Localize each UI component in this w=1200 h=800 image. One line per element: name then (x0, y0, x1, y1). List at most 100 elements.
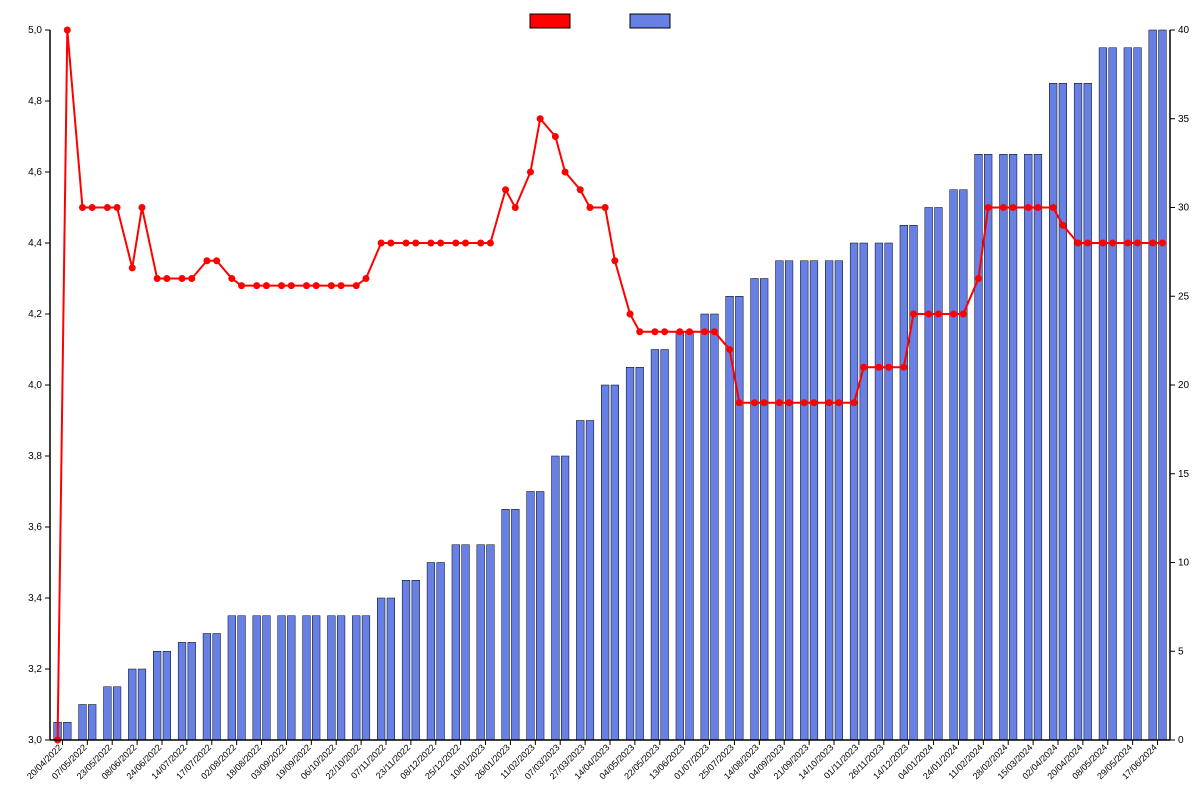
line-marker (701, 328, 708, 335)
bar (785, 261, 793, 740)
line-marker (651, 328, 658, 335)
bar (153, 651, 161, 740)
line-marker (452, 240, 459, 247)
bar (885, 243, 893, 740)
bar (1074, 83, 1082, 740)
bar (452, 545, 460, 740)
line-marker (537, 115, 544, 122)
bar (875, 243, 883, 740)
bar (576, 421, 584, 741)
line-marker (487, 240, 494, 247)
line-marker (188, 275, 195, 282)
bar (63, 722, 71, 740)
bar (1149, 30, 1157, 740)
y-left-tick-label: 4,2 (28, 309, 42, 320)
bar (850, 243, 858, 740)
y-left-tick-label: 3,0 (28, 735, 42, 746)
bar (437, 563, 445, 741)
bar (263, 616, 271, 740)
bar (735, 296, 743, 740)
bar (1159, 30, 1167, 740)
bar (860, 243, 868, 740)
bar (1124, 48, 1132, 740)
y-right-tick-label: 35 (1178, 114, 1190, 125)
bar (1034, 154, 1042, 740)
line-marker (900, 364, 907, 371)
bar (163, 651, 171, 740)
y-right-tick-label: 40 (1178, 25, 1190, 36)
line-marker (313, 282, 320, 289)
line-marker (362, 275, 369, 282)
line-marker (602, 204, 609, 211)
bar (776, 261, 784, 740)
line-marker (1134, 240, 1141, 247)
bar (910, 225, 918, 740)
line-marker (1000, 204, 1007, 211)
bar (1109, 48, 1117, 740)
line-marker (636, 328, 643, 335)
bar (79, 705, 87, 741)
bar (536, 492, 544, 741)
bar (462, 545, 470, 740)
bar (387, 598, 395, 740)
bar (113, 687, 121, 740)
bar (427, 563, 435, 741)
line-marker (686, 328, 693, 335)
line-marker (552, 133, 559, 140)
line-marker (427, 240, 434, 247)
line-marker (303, 282, 310, 289)
line-marker (378, 240, 385, 247)
line-marker (1124, 240, 1131, 247)
bar (213, 634, 221, 741)
y-right-tick-label: 10 (1178, 558, 1190, 569)
bar (651, 350, 659, 741)
line-marker (179, 275, 186, 282)
y-right-tick-label: 0 (1178, 735, 1184, 746)
bar (253, 616, 261, 740)
y-left-tick-label: 3,4 (28, 593, 42, 604)
line-marker (412, 240, 419, 247)
bar (238, 616, 246, 740)
line-marker (975, 275, 982, 282)
line-marker (1034, 204, 1041, 211)
line-marker (89, 204, 96, 211)
bar (711, 314, 719, 740)
bar (984, 154, 992, 740)
line-marker (328, 282, 335, 289)
y-right-tick-label: 5 (1178, 646, 1184, 657)
bar (552, 456, 560, 740)
bar (138, 669, 146, 740)
line-marker (562, 169, 569, 176)
line-marker (960, 311, 967, 318)
line-marker (104, 204, 111, 211)
line-marker (1059, 222, 1066, 229)
line-marker (751, 399, 758, 406)
line-marker (711, 328, 718, 335)
bar (412, 580, 420, 740)
line-marker (885, 364, 892, 371)
bar (402, 580, 410, 740)
bar (835, 261, 843, 740)
line-marker (1149, 240, 1156, 247)
bar (337, 616, 345, 740)
bar (1099, 48, 1107, 740)
line-marker (129, 264, 136, 271)
bar (586, 421, 594, 741)
line-marker (761, 399, 768, 406)
line-marker (736, 399, 743, 406)
bar (935, 208, 943, 741)
line-marker (154, 275, 161, 282)
bar (477, 545, 485, 740)
bar (1009, 154, 1017, 740)
line-marker (253, 282, 260, 289)
line-marker (875, 364, 882, 371)
bar (701, 314, 709, 740)
line-marker (1025, 204, 1032, 211)
line-marker (278, 282, 285, 289)
y-left-tick-label: 3,6 (28, 522, 42, 533)
bar (950, 190, 958, 740)
bar (1024, 154, 1032, 740)
line-marker (114, 204, 121, 211)
line-marker (263, 282, 270, 289)
bar (611, 385, 619, 740)
